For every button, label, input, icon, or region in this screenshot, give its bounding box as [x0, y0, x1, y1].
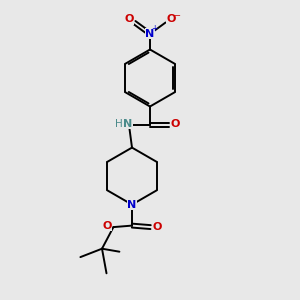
Text: O: O — [152, 222, 162, 232]
Text: O: O — [166, 14, 176, 25]
Text: N: N — [146, 29, 154, 39]
Text: O: O — [102, 220, 112, 231]
Text: −: − — [173, 11, 181, 20]
Text: N: N — [128, 200, 136, 210]
Text: O: O — [170, 118, 180, 129]
Text: H: H — [115, 118, 123, 129]
Text: N: N — [123, 118, 132, 129]
Text: +: + — [151, 24, 158, 33]
Text: O: O — [124, 14, 134, 25]
